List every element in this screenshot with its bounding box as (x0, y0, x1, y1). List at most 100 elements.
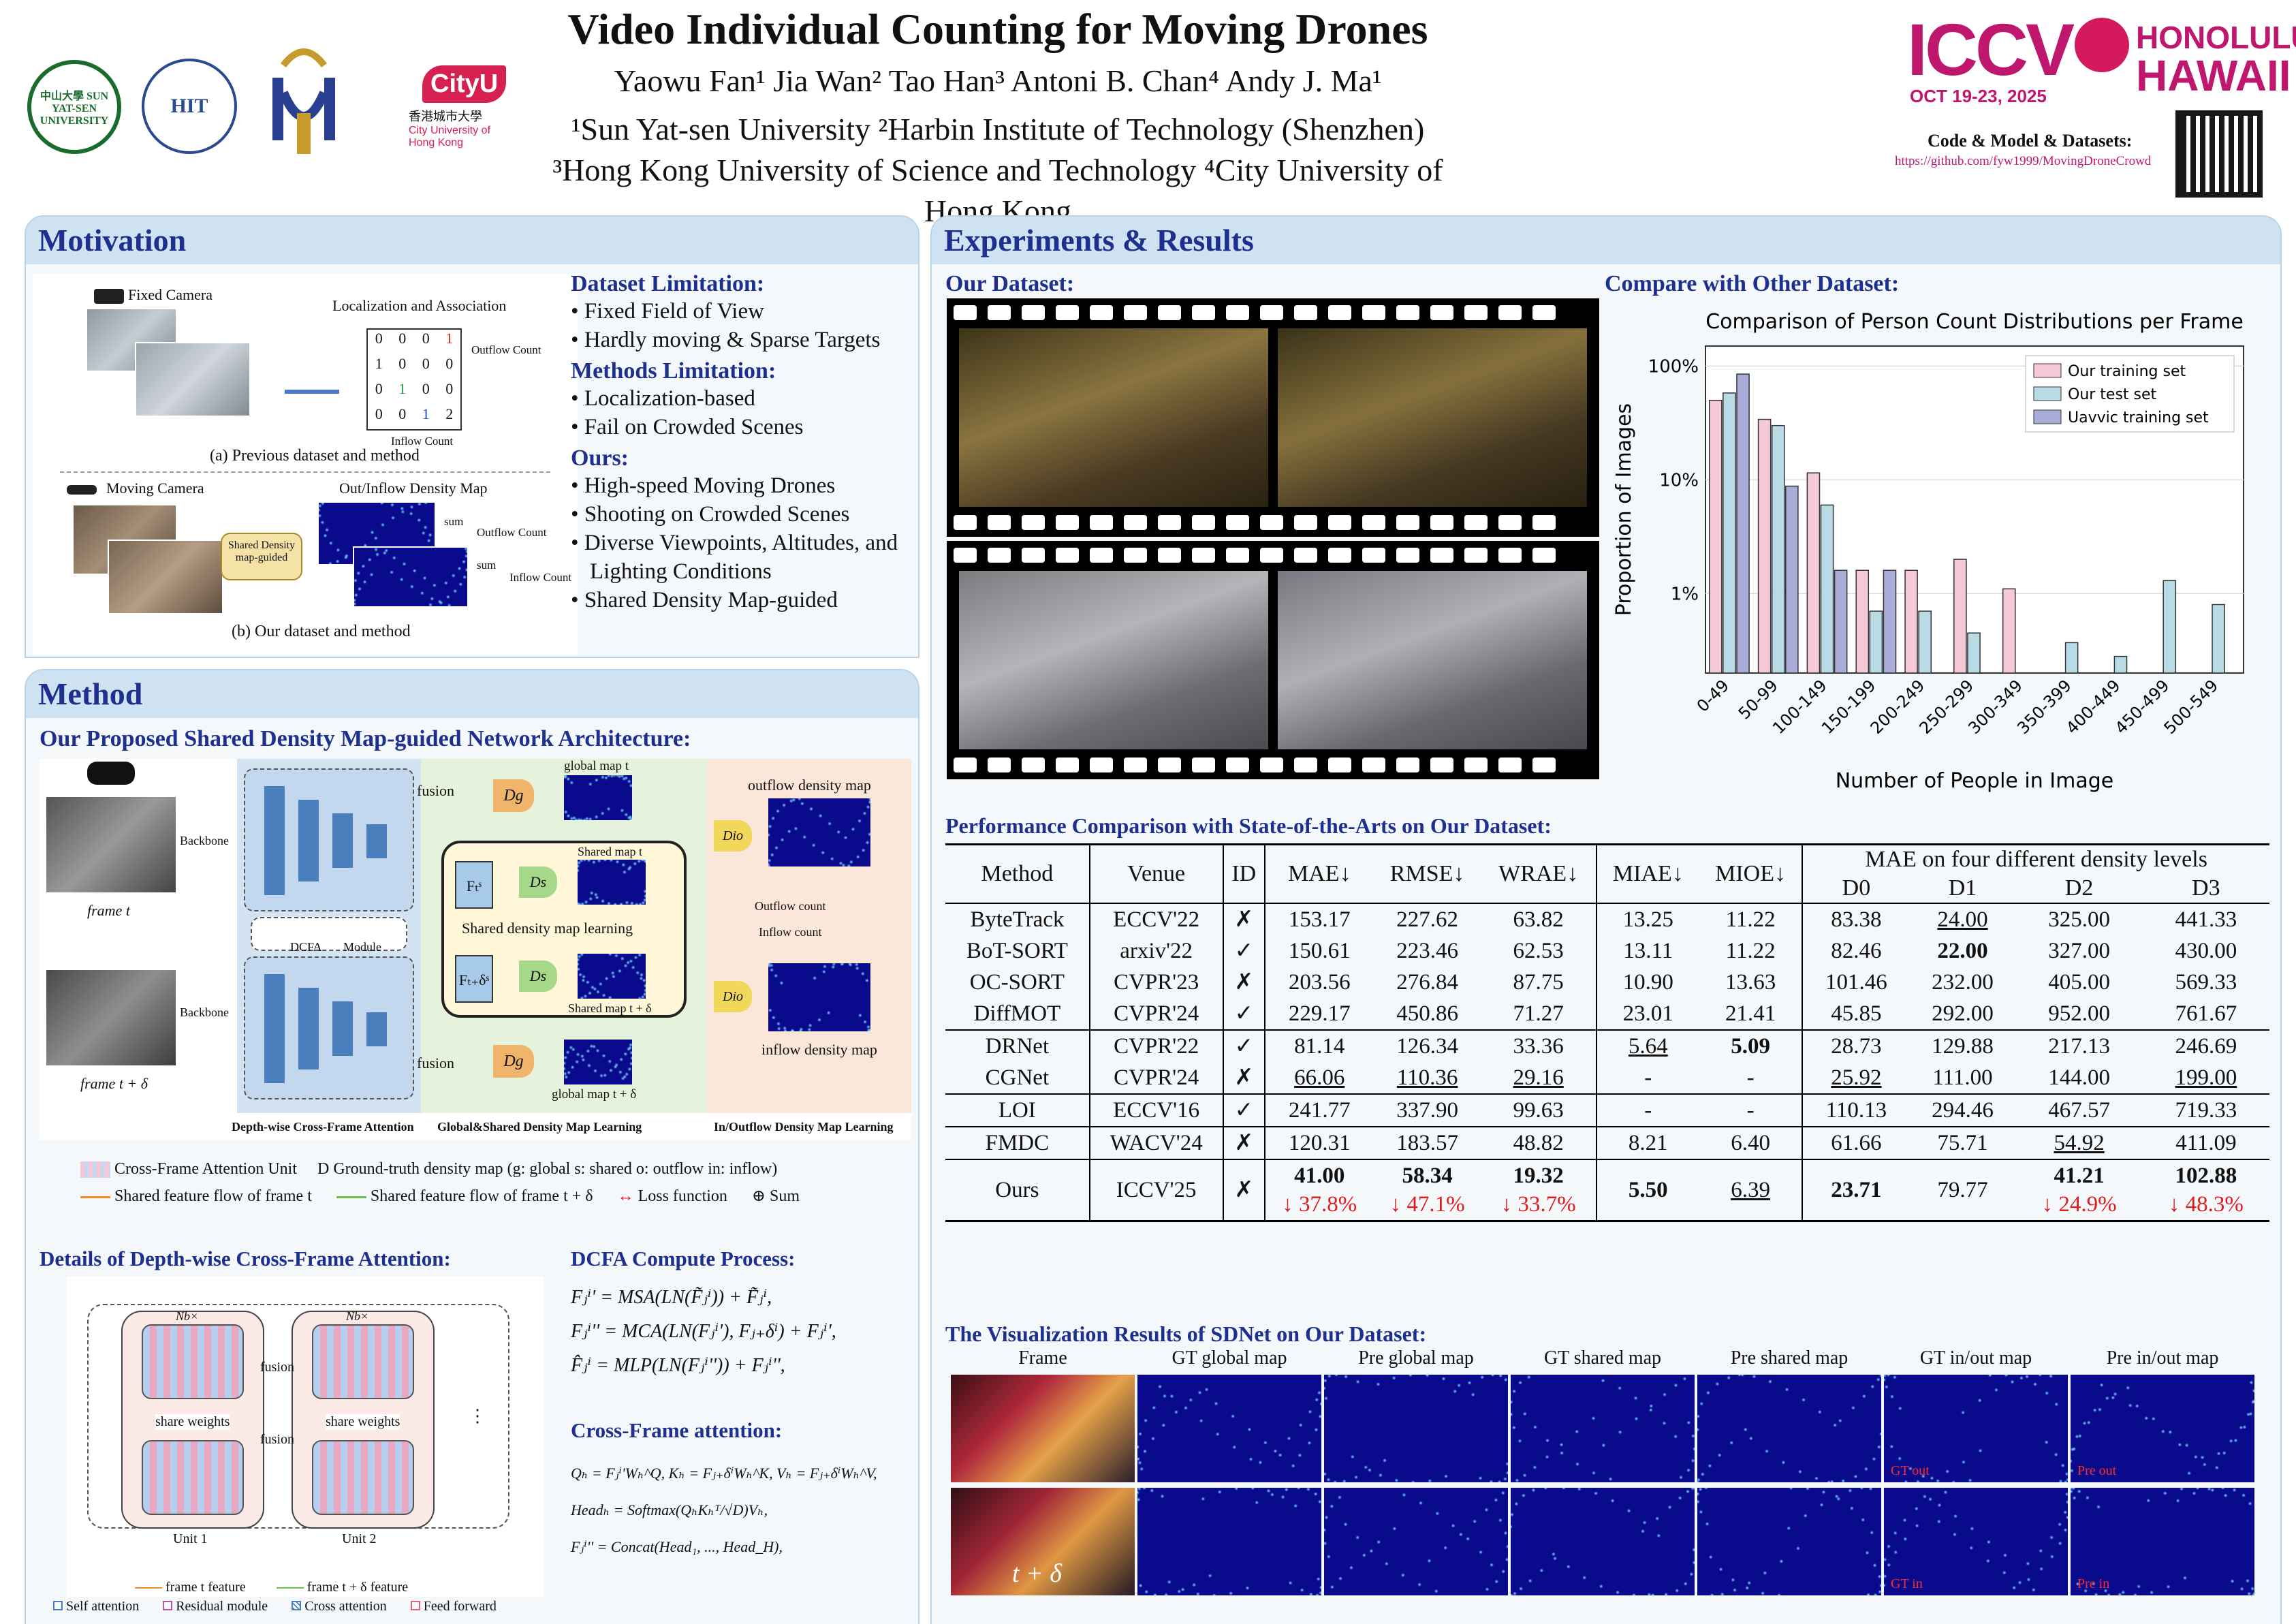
conference-dates: OCT 19-23, 2025 (1910, 86, 2047, 106)
table-cell: ✗ (1223, 1159, 1266, 1221)
legend-swatch (2033, 409, 2062, 424)
table-row: Ours ICCV'25 ✗ 41.00 ↓ 37.8% 58.34 ↓ 47.1% 19.3… (945, 1159, 2269, 1221)
dg-node-2: Dg (493, 1045, 534, 1078)
table-cell: 450.86 (1396, 1001, 1458, 1026)
performance-table-wrap: Method Venue ID MAE↓ RMSE↓ WRAE↓ MIAE↓ MIOE↓ MAE… (945, 843, 2269, 1222)
global-map-t (564, 775, 632, 820)
qr-code[interactable] (2175, 110, 2263, 198)
table-cell: 45.85 (1831, 1001, 1882, 1026)
encoder-block (298, 800, 319, 881)
table-cell: OC-SORT (945, 967, 1090, 998)
table-cell: 82.46 (1831, 939, 1882, 963)
table-cell: CVPR'24 (1089, 1062, 1224, 1094)
association-matrix: 0 0 0 1 1 0 0 0 0 1 0 0 0 0 1 2 (366, 328, 462, 431)
table-cell: 241.77 (1288, 1098, 1351, 1123)
table-cell: - (1699, 1062, 1804, 1094)
dcfa-outer-box (87, 1304, 509, 1529)
table-cell: 761.67 (2175, 1001, 2237, 1026)
table-cell: DiffMOT (945, 998, 1090, 1030)
table-header: D0 (1842, 875, 1871, 901)
matrix-cell: 0 (445, 380, 454, 397)
table-cell-value: 58.34 (1402, 1164, 1453, 1188)
table-cell: WACV'24 (1089, 1127, 1224, 1159)
table-cell: 227.62 (1396, 907, 1458, 932)
table-header: D1 (1948, 875, 1977, 901)
ours-list: High-speed Moving Drones Shooting on Cro… (571, 471, 911, 614)
legend-label: Uavvic training set (2068, 409, 2209, 426)
table-cell: 5.09 (1699, 1030, 1804, 1062)
table-cell: Ours (945, 1159, 1090, 1221)
inflow-density-map (353, 546, 469, 608)
table-cell: LOI (945, 1094, 1090, 1127)
bar (1904, 569, 1918, 674)
table-cell: 144.00 (2048, 1065, 2110, 1090)
table-cell: 10.90 (1622, 970, 1673, 995)
encoder-block (264, 786, 285, 895)
bar (2212, 604, 2225, 674)
global-map-td (564, 1040, 632, 1084)
table-cell: 203.56 (1288, 970, 1351, 995)
table-cell-value: 23.71 (1831, 1178, 1882, 1202)
table-cell: 13.11 (1623, 939, 1673, 963)
dcfa-label: DCFA (290, 940, 322, 954)
table-cell: 23.71 (1802, 1159, 1909, 1221)
table-cell-value: ✗ (1234, 1178, 1254, 1202)
table-cell: 41.21 ↓ 24.9% (2015, 1159, 2142, 1221)
table-cell: 13.25 (1622, 907, 1673, 932)
nb-label: Nb× (346, 1309, 369, 1323)
self-attention-icon (53, 1601, 63, 1610)
pre-global-map (1324, 1488, 1508, 1595)
vis-header: GT global map (1171, 1347, 1287, 1369)
section-label-inout: In/Outflow Density Map Learning (714, 1120, 894, 1134)
table-cell-improvement: ↓ 24.9% (2041, 1192, 2117, 1217)
matrix-cell: 0 (445, 355, 454, 372)
architecture-title: Our Proposed Shared Density Map-guided N… (40, 726, 691, 751)
moving-camera-label: Moving Camera (106, 480, 204, 497)
table-cell-value: 102.88 (2175, 1164, 2237, 1188)
x-tick-label: 50-99 (1735, 676, 1782, 723)
x-tick-label: 0-49 (1693, 676, 1733, 715)
authors: Yaowu Fan¹ Jia Wan² Tao Han³ Antoni B. C… (614, 63, 1382, 98)
table-header: D3 (2192, 875, 2220, 901)
table-cell: 75.71 (1937, 1131, 1988, 1155)
inflow-map-label: inflow density map (761, 1041, 877, 1058)
outflow-count-label: Outflow count (755, 899, 826, 913)
table-cell: 153.17 (1288, 907, 1351, 932)
table-cell: 66.06 (1294, 1065, 1345, 1090)
inflow-count-label-b: Inflow Count (509, 571, 572, 584)
matrix-cell: 0 (398, 355, 407, 372)
matrix-cell: 0 (422, 380, 430, 397)
table-cell-value: 5.50 (1628, 1178, 1668, 1202)
table-cell: 111.00 (1932, 1065, 1993, 1090)
y-tick-label: 1% (1671, 584, 1699, 604)
gt-global-map (1137, 1488, 1321, 1595)
table-cell: 126.34 (1396, 1034, 1458, 1059)
table-cell: 54.92 (2054, 1131, 2105, 1155)
code-url[interactable]: https://github.com/fyw1999/MovingDroneCr… (1895, 154, 2152, 168)
table-cell: 62.53 (1481, 935, 1597, 967)
film-strip-top (947, 298, 1599, 537)
vis-header: Frame (1018, 1347, 1067, 1369)
table-cell: BoT-SORT (945, 935, 1090, 967)
performance-title: Performance Comparison with State-of-the… (945, 813, 1552, 838)
conference-name: ICCV (1907, 8, 2075, 91)
dcfa-legend: frame t feature frame t + δ feature Self… (53, 1578, 530, 1616)
equation-4: Qₕ = Fⱼⁱ'Wₕ^Q, Kₕ = Fⱼ₊δⁱWₕ^K, Vₕ = Fⱼ₊δ… (571, 1465, 877, 1482)
table-row: DiffMOT CVPR'24 ✓ 229.17 450.86 71.27 23.01 21.… (945, 998, 2269, 1030)
shared-density-node: Shared Density map-guided (221, 533, 302, 580)
table-header: MIOE↓ (1699, 844, 1804, 903)
table-cell: 41.00 ↓ 37.8% (1265, 1159, 1373, 1221)
table-cell: 102.88 ↓ 48.3% (2143, 1159, 2269, 1221)
unit-1-label: Unit 1 (173, 1531, 208, 1546)
table-cell: 5.64 (1628, 1034, 1668, 1059)
inflow-density-map (768, 963, 870, 1031)
table-cell-value: ICCV'25 (1116, 1178, 1197, 1202)
sum-label-1: sum (444, 515, 464, 528)
ds-node-2: Ds (519, 961, 557, 992)
y-tick-label: 100% (1648, 356, 1699, 377)
dataset-frame (1278, 571, 1587, 749)
table-cell: 150.61 (1288, 939, 1351, 963)
vis-label: GT out (1891, 1463, 1930, 1478)
affiliation-line-1: ¹Sun Yat-sen University ²Harbin Institut… (571, 112, 1425, 146)
bar (2113, 655, 2128, 674)
